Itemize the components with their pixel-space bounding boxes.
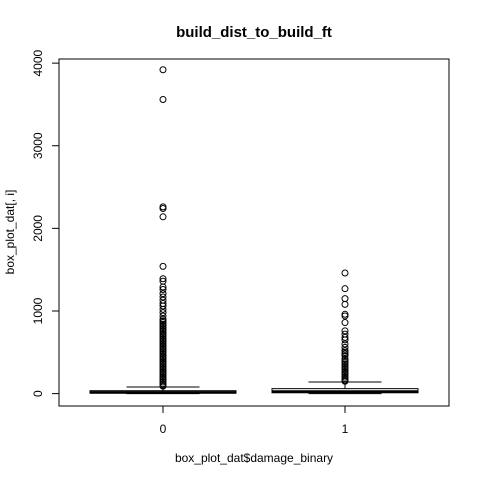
outlier-point xyxy=(341,377,349,385)
y-tick-label: 3000 xyxy=(31,132,45,159)
outlier-point xyxy=(341,333,349,341)
y-tick-label: 0 xyxy=(31,390,45,397)
outlier-point xyxy=(341,340,349,348)
outlier-point xyxy=(159,312,167,320)
outlier-point xyxy=(341,343,349,351)
outlier-point xyxy=(159,213,167,221)
x-axis-label: box_plot_dat$damage_binary xyxy=(175,451,333,465)
y-tick-label: 2000 xyxy=(31,215,45,242)
outlier-point xyxy=(159,302,167,310)
outlier-point xyxy=(341,285,349,293)
outlier-point xyxy=(159,382,167,390)
outlier-point xyxy=(159,309,167,317)
outlier-point xyxy=(341,312,349,320)
outlier-point xyxy=(159,305,167,313)
box-group xyxy=(89,66,419,395)
outlier-point xyxy=(159,286,167,294)
x-tick-label: 1 xyxy=(342,422,349,436)
y-axis: 0 1000 2000 3000 4000 xyxy=(31,49,60,397)
outlier-point xyxy=(159,283,167,291)
outlier-point xyxy=(159,205,167,213)
y-tick-label: 1000 xyxy=(31,297,45,324)
outlier-point xyxy=(341,300,349,308)
outlier-point xyxy=(159,290,167,298)
x-tick-label: 0 xyxy=(160,422,167,436)
outlier-point xyxy=(341,295,349,303)
outlier-point xyxy=(341,327,349,335)
outlier-point xyxy=(341,352,349,360)
y-axis-label: box_plot_dat[, i] xyxy=(3,190,17,275)
y-tick-label: 4000 xyxy=(31,49,45,76)
outlier-point xyxy=(159,95,167,103)
outlier-point xyxy=(159,262,167,270)
outlier-point xyxy=(341,336,349,344)
outlier-point xyxy=(159,66,167,74)
outlier-point xyxy=(159,275,167,283)
plot-frame xyxy=(58,58,450,407)
chart-title: build_dist_to_build_ft xyxy=(176,24,332,41)
outlier-point xyxy=(341,269,349,277)
outlier-point xyxy=(341,319,349,327)
outlier-point xyxy=(159,293,167,301)
